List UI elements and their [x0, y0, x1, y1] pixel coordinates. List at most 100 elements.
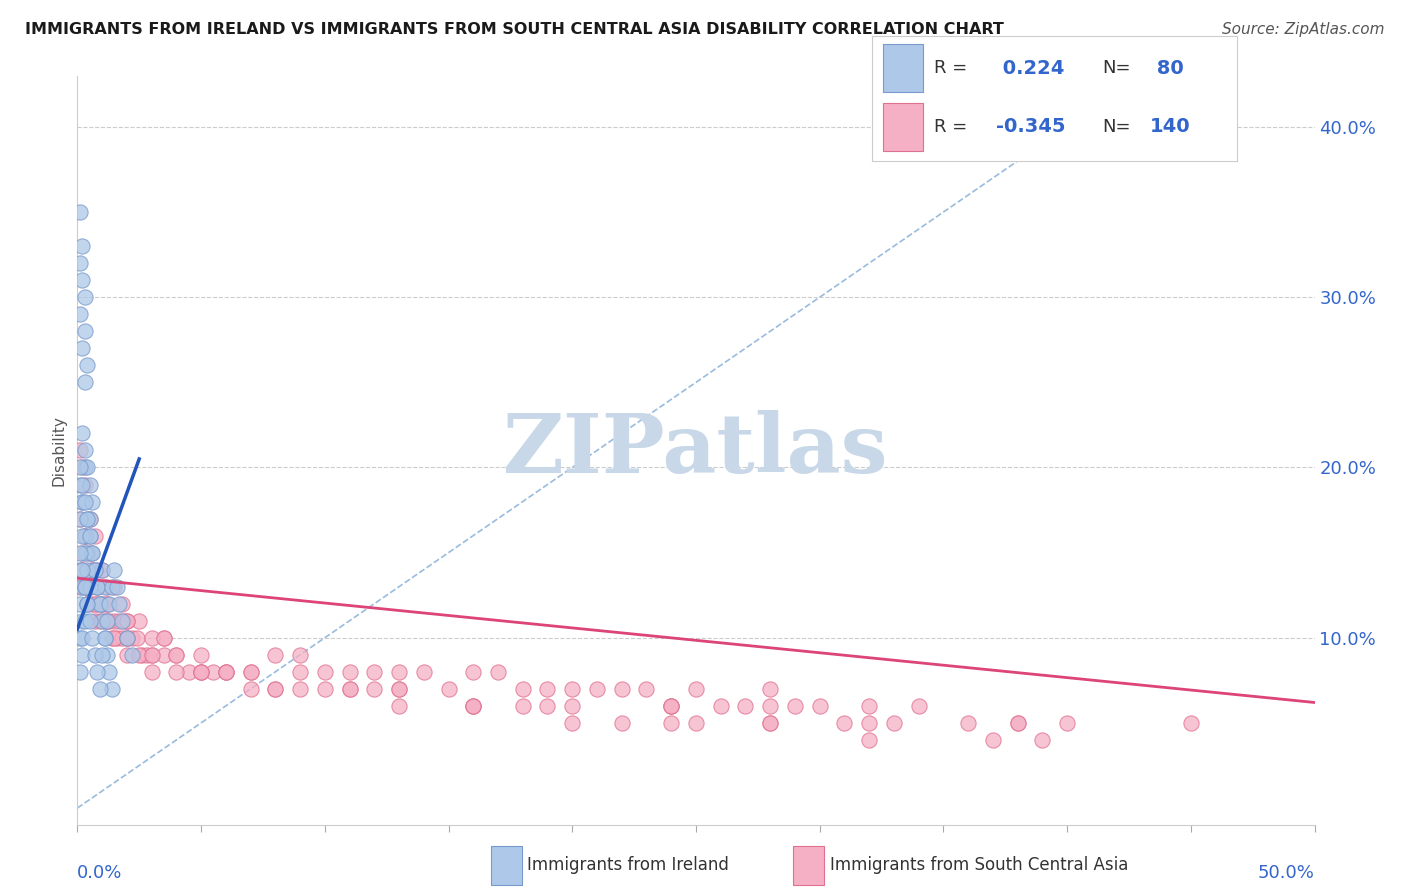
Point	[69, 511, 91, 525]
Point	[79, 511, 101, 525]
Point	[685, 715, 707, 730]
Text: ZIPatlas: ZIPatlas	[503, 410, 889, 491]
Point	[86, 597, 108, 611]
Point	[561, 715, 583, 730]
Point	[463, 698, 485, 713]
Point	[1031, 733, 1053, 747]
Point	[83, 648, 105, 662]
Point	[783, 698, 806, 713]
Point	[72, 528, 94, 542]
Point	[125, 631, 148, 645]
Point	[288, 681, 311, 696]
Point	[79, 580, 101, 594]
Point	[202, 665, 225, 679]
Point	[93, 631, 115, 645]
Point	[73, 580, 96, 594]
Point	[111, 631, 134, 645]
Point	[69, 256, 91, 270]
Point	[363, 665, 385, 679]
Point	[73, 376, 96, 390]
Point	[1007, 715, 1029, 730]
Point	[131, 648, 153, 662]
Point	[121, 631, 143, 645]
Point	[314, 665, 336, 679]
Point	[91, 648, 114, 662]
Point	[76, 460, 98, 475]
Text: 0.224: 0.224	[995, 59, 1064, 78]
Text: N=: N=	[1102, 118, 1130, 136]
Point	[512, 698, 534, 713]
Point	[463, 698, 485, 713]
Point	[82, 631, 104, 645]
Text: R =: R =	[934, 118, 967, 136]
Point	[105, 580, 128, 594]
Point	[101, 631, 124, 645]
Point	[93, 631, 115, 645]
Point	[115, 631, 138, 645]
Point	[69, 477, 91, 491]
Point	[264, 681, 287, 696]
Point	[388, 698, 411, 713]
Point	[111, 597, 134, 611]
Point	[141, 665, 163, 679]
Point	[79, 614, 101, 628]
Point	[76, 511, 98, 525]
Point	[73, 290, 96, 304]
Point	[91, 563, 114, 577]
Point	[103, 614, 125, 628]
Point	[536, 681, 558, 696]
Bar	[883, 103, 922, 151]
Point	[76, 359, 98, 373]
Point	[135, 648, 157, 662]
Point	[141, 648, 163, 662]
Point	[79, 511, 101, 525]
Point	[388, 681, 411, 696]
Point	[72, 580, 94, 594]
Point	[710, 698, 733, 713]
Point	[73, 494, 96, 508]
Point	[72, 631, 94, 645]
Point	[73, 614, 96, 628]
Point	[610, 715, 633, 730]
Text: N=: N=	[1102, 59, 1130, 77]
Point	[610, 681, 633, 696]
Point	[101, 580, 124, 594]
Point	[215, 665, 238, 679]
Point	[86, 580, 108, 594]
Point	[759, 715, 782, 730]
Point	[907, 698, 929, 713]
Point	[82, 546, 104, 560]
Text: R =: R =	[934, 59, 967, 77]
Point	[72, 341, 94, 355]
Point	[72, 460, 94, 475]
Point	[103, 580, 125, 594]
Point	[72, 563, 94, 577]
Point	[98, 665, 121, 679]
Point	[388, 665, 411, 679]
Text: 0.0%: 0.0%	[77, 864, 122, 882]
Point	[73, 477, 96, 491]
Point	[190, 665, 212, 679]
Point	[69, 460, 91, 475]
Text: -0.345: -0.345	[995, 118, 1066, 136]
Point	[79, 528, 101, 542]
Text: 140: 140	[1150, 118, 1189, 136]
Point	[153, 648, 176, 662]
Point	[79, 546, 101, 560]
Point	[72, 563, 94, 577]
Point	[264, 681, 287, 696]
Point	[190, 665, 212, 679]
Point	[858, 698, 880, 713]
Point	[69, 665, 91, 679]
Point	[72, 477, 94, 491]
Point	[91, 597, 114, 611]
Point	[141, 631, 163, 645]
Point	[73, 324, 96, 338]
Text: Source: ZipAtlas.com: Source: ZipAtlas.com	[1222, 22, 1385, 37]
Point	[339, 681, 361, 696]
Point	[536, 698, 558, 713]
Point	[264, 648, 287, 662]
Point	[96, 614, 118, 628]
Point	[314, 681, 336, 696]
Point	[82, 563, 104, 577]
